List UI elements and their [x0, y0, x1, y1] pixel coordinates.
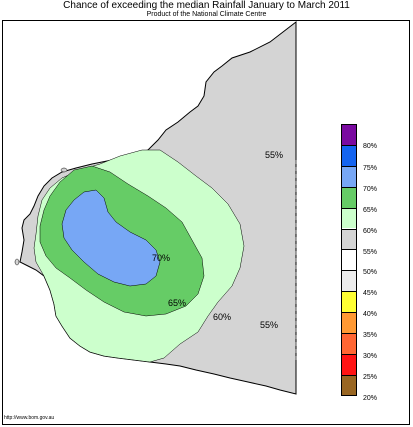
legend-label: 45%	[363, 290, 378, 298]
legend-row-55: 55%	[341, 228, 401, 256]
legend-row-45: 45%	[341, 270, 401, 297]
legend-swatch	[341, 353, 357, 375]
legend-swatch	[341, 124, 357, 145]
legend-swatch	[341, 144, 357, 166]
legend-swatch	[341, 270, 357, 292]
legend-row-70: 70%	[341, 165, 401, 193]
legend-swatch	[341, 249, 357, 271]
map-label-55-south: 55%	[260, 320, 279, 330]
map-label-65: 65%	[168, 298, 187, 308]
legend-swatch	[341, 374, 357, 396]
legend-label: 70%	[363, 185, 378, 193]
legend-label: 30%	[363, 353, 378, 360]
legend-label: 60%	[363, 227, 378, 235]
source-url[interactable]: http://www.bom.gov.au	[4, 415, 55, 421]
legend-swatch	[341, 165, 357, 187]
legend-row-75: 75%	[341, 144, 401, 172]
map-subtitle: Product of the National Climate Centre	[146, 11, 267, 18]
zone-70-percent	[61, 189, 161, 287]
legend-label: 55%	[363, 248, 378, 256]
legend-row-35: 35%	[341, 312, 401, 339]
legend-label: 75%	[363, 164, 378, 172]
map-label-70: 70%	[152, 253, 171, 263]
island-abrolhos	[14, 258, 20, 266]
legend-row-50: 50%	[341, 249, 401, 276]
legend-row-30: 30%	[341, 333, 401, 360]
legend-swatch	[341, 312, 357, 333]
legend-row-65: 65%	[341, 186, 401, 214]
legend-swatch	[341, 291, 357, 313]
map-label-55-north: 55%	[265, 150, 284, 160]
island-shark-bay	[60, 167, 68, 173]
legend-label: 35%	[363, 332, 378, 340]
legend-label: 40%	[363, 311, 378, 319]
map-title: Chance of exceeding the median Rainfall …	[63, 0, 350, 11]
legend-label: 65%	[363, 206, 378, 214]
legend-swatch	[341, 228, 357, 250]
legend-swatch	[341, 186, 357, 208]
legend-row-25: 25%	[341, 353, 401, 381]
legend-swatch	[341, 333, 357, 354]
legend-label: 50%	[363, 269, 378, 277]
legend-label: 80%	[363, 143, 378, 150]
legend-label: 20%	[363, 394, 378, 402]
map-label-60: 60%	[213, 312, 232, 322]
legend-label: 25%	[363, 373, 378, 381]
legend-row-80: 80%	[341, 124, 401, 150]
legend-swatch	[341, 207, 357, 229]
legend-row-40: 40%	[341, 291, 401, 318]
legend-row-60: 60%	[341, 207, 401, 235]
legend-row-20: 20%	[341, 374, 401, 402]
